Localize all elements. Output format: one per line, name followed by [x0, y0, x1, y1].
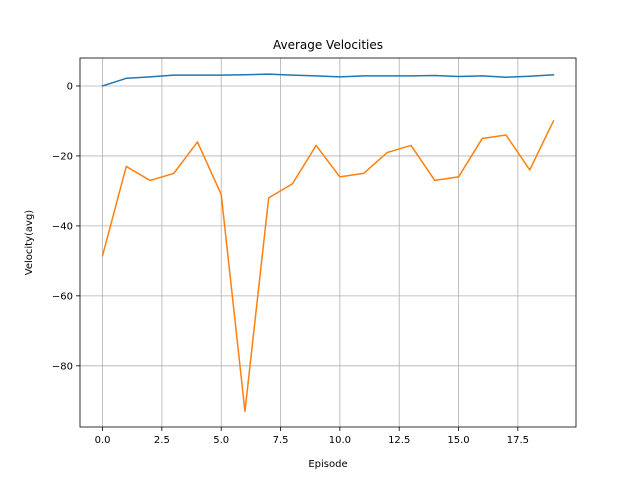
x-tick-label: 0.0 [95, 435, 111, 446]
series-line-1 [101, 73, 555, 87]
x-axis: 0.0 2.5 5.0 7.5 10.0 12.5 15.0 17.5 [95, 427, 529, 446]
grid [80, 58, 576, 427]
y-axis: 0 −20 −40 −60 −80 [52, 81, 80, 372]
y-tick-label: −60 [52, 291, 73, 302]
x-tick-label: 17.5 [507, 435, 529, 446]
x-axis-label: Episode [308, 459, 347, 470]
y-tick-label: −20 [52, 151, 73, 162]
x-tick-label: 12.5 [388, 435, 410, 446]
y-axis-label: Velocity(avg) [24, 210, 35, 276]
x-tick-label: 5.0 [213, 435, 229, 446]
plot-frame [79, 57, 577, 428]
x-tick-label: 7.5 [273, 435, 289, 446]
x-tick-label: 10.0 [329, 435, 351, 446]
y-tick-label: −40 [52, 221, 73, 232]
chart-title: Average Velocities [273, 38, 383, 52]
series-line-2 [101, 119, 555, 413]
x-tick-label: 15.0 [447, 435, 469, 446]
y-tick-label: 0 [67, 81, 73, 92]
y-tick-label: −80 [52, 361, 73, 372]
x-tick-label: 2.5 [154, 435, 170, 446]
series-layer [101, 73, 555, 413]
